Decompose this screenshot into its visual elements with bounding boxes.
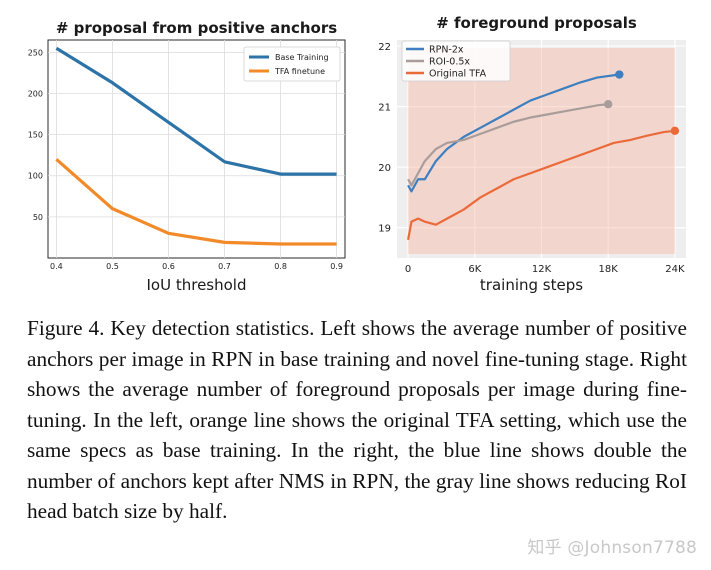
x-tick-label: 0.9 (330, 262, 343, 271)
y-tick-label: 20 (378, 163, 391, 174)
y-tick-label: 50 (33, 213, 43, 222)
y-tick-label: 19 (378, 224, 391, 235)
x-tick-label: 0.4 (50, 262, 63, 271)
series-line (407, 73, 620, 193)
legend-label: RPN-2x (429, 45, 464, 56)
x-tick-label: 0 (405, 264, 411, 275)
x-tick-label: 0.6 (162, 262, 175, 271)
watermark: 知乎 @Johnson7788 (527, 538, 697, 558)
x-tick-label: 0.5 (106, 262, 119, 271)
y-tick-label: 21 (378, 103, 391, 114)
y-tick-label: 200 (28, 89, 43, 98)
series-line (407, 103, 609, 187)
x-tick-label: 0.8 (274, 262, 287, 271)
series-end-marker (603, 99, 613, 109)
figure-caption: Figure 4. Key detection statistics. Left… (27, 316, 687, 523)
series-line (55, 158, 337, 246)
y-tick-label: 150 (28, 131, 43, 140)
legend-label: TFA finetune (274, 67, 325, 76)
x-tick-label: 6K (468, 264, 481, 275)
series-line (55, 46, 337, 176)
y-tick-label: 100 (28, 172, 43, 181)
x-tick-label: 0.7 (218, 262, 231, 271)
legend-label: Base Training (275, 53, 329, 62)
chart-title: # foreground proposals (436, 14, 637, 32)
y-tick-label: 22 (378, 42, 391, 53)
x-axis-label: IoU threshold (147, 276, 247, 294)
right-chart-panel: 19 20 21 22 0 6K 12K 18K 24K RPN-2x ROI-0.5x Origin… (355, 0, 711, 300)
legend-label: Original TFA (429, 69, 487, 80)
left-chart-panel: 0.4 0.5 0.6 0.7 0.8 0.9 50 100 150 200 250 Base Tra… (0, 0, 355, 300)
legend-label: ROI-0.5x (429, 57, 470, 68)
legend-box (401, 40, 511, 82)
y-tick-label: 250 (28, 48, 43, 57)
series-end-marker (615, 70, 624, 79)
series-end-marker (670, 126, 680, 136)
x-tick-label: 24K (665, 264, 685, 275)
x-tick-label: 18K (599, 264, 619, 275)
chart-title: # proposal from positive anchors (56, 19, 337, 37)
x-axis-label: training steps (480, 276, 583, 294)
x-tick-label: 12K (532, 264, 552, 275)
right-chart: 19 20 21 22 0 6K 12K 18K 24K RPN-2xROI-0.5xOrigin… (378, 14, 686, 294)
series-line (407, 129, 676, 241)
left-chart: 0.4 0.5 0.6 0.7 0.8 0.9 50 100 150 200 250 Base Tra… (28, 19, 346, 294)
